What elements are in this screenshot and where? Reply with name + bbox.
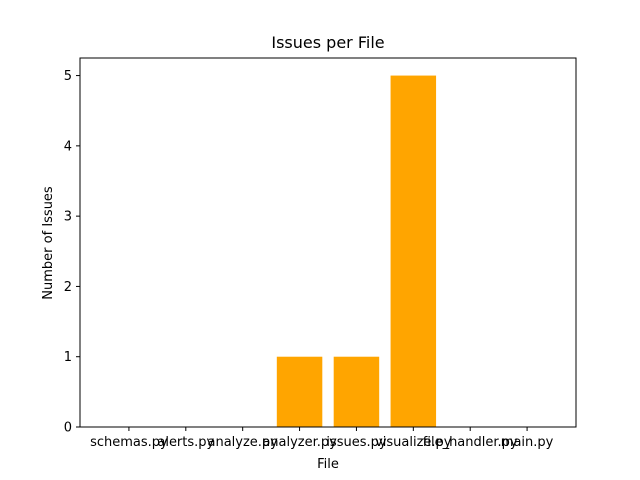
x-tick-label: visualize.py — [375, 435, 452, 450]
x-tick-label: main.py — [501, 435, 554, 450]
bars-layer — [276, 75, 437, 427]
x-tick-label: schemas.py — [90, 435, 168, 450]
y-tick-label: 2 — [64, 280, 72, 295]
x-tick-label: file_handler.py — [423, 435, 518, 450]
x-tick-label: analyzer.py — [262, 435, 337, 450]
x-tick-label: alerts.py — [157, 435, 214, 450]
x-axis-label: File — [317, 457, 339, 472]
bar-5 — [390, 75, 437, 427]
bar-4 — [333, 356, 380, 427]
x-tick-label: analyze.py — [207, 435, 278, 450]
y-tick-label: 3 — [64, 210, 72, 225]
y-tick-label: 1 — [64, 350, 72, 365]
bar-3 — [276, 356, 323, 427]
y-tick-label: 0 — [64, 421, 72, 436]
plot-frame — [79, 57, 577, 428]
plot-area — [80, 58, 576, 427]
chart-title: Issues per File — [271, 33, 384, 52]
y-axis-label: Number of Issues — [41, 186, 56, 300]
x-tick-label: issues.py — [326, 435, 387, 450]
y-tick-label: 5 — [64, 69, 72, 84]
y-axis: 0 1 2 3 4 5 — [64, 69, 80, 436]
y-tick-label: 4 — [64, 139, 72, 154]
x-axis: schemas.pyalerts.pyanalyze.pyanalyzer.py… — [90, 427, 554, 450]
